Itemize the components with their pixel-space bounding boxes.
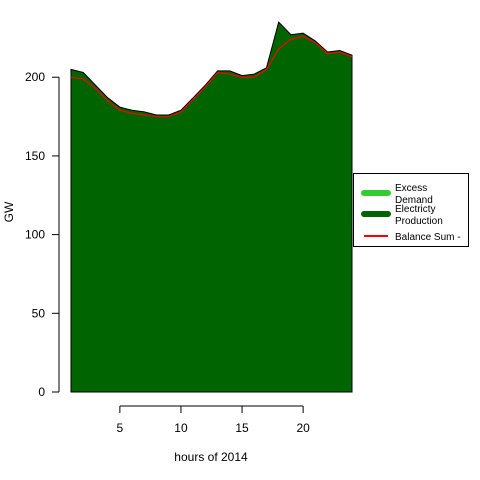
x-tick-label: 5 [117, 421, 124, 435]
y-tick-label: 0 [38, 385, 45, 399]
x-axis: 5 10 15 20 [117, 405, 310, 435]
y-axis: 0 50 100 150 200 [25, 70, 60, 399]
legend-box [353, 173, 469, 247]
series-area-1 [70, 21, 353, 393]
legend-label-0: Excess Demand [395, 183, 433, 206]
y-tick-label: 150 [25, 149, 45, 163]
x-tick-label: 20 [296, 421, 310, 435]
x-axis-title: hours of 2014 [174, 450, 248, 464]
y-tick-label: 50 [32, 306, 46, 320]
series-line-2 [70, 35, 353, 118]
legend-label-2: Balance Sum - [395, 232, 461, 243]
y-tick-label: 100 [25, 228, 45, 242]
x-tick-label: 10 [174, 421, 188, 435]
legend-label-1: Electricty Production [395, 204, 443, 227]
y-tick-label: 200 [25, 70, 45, 84]
y-axis-title: GW [2, 201, 16, 222]
plot-area [70, 21, 353, 393]
x-tick-label: 15 [235, 421, 249, 435]
